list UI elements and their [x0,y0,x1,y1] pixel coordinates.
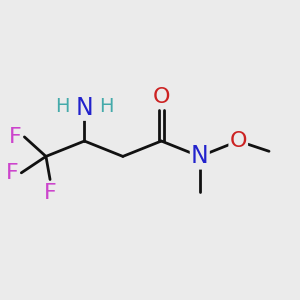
Text: O: O [230,131,247,151]
Text: N: N [76,96,93,120]
Text: H: H [99,97,113,116]
Text: F: F [5,163,18,183]
Text: N: N [191,144,209,168]
Text: F: F [44,183,56,202]
Text: H: H [56,97,70,116]
Text: O: O [153,87,170,107]
Text: F: F [9,127,21,147]
